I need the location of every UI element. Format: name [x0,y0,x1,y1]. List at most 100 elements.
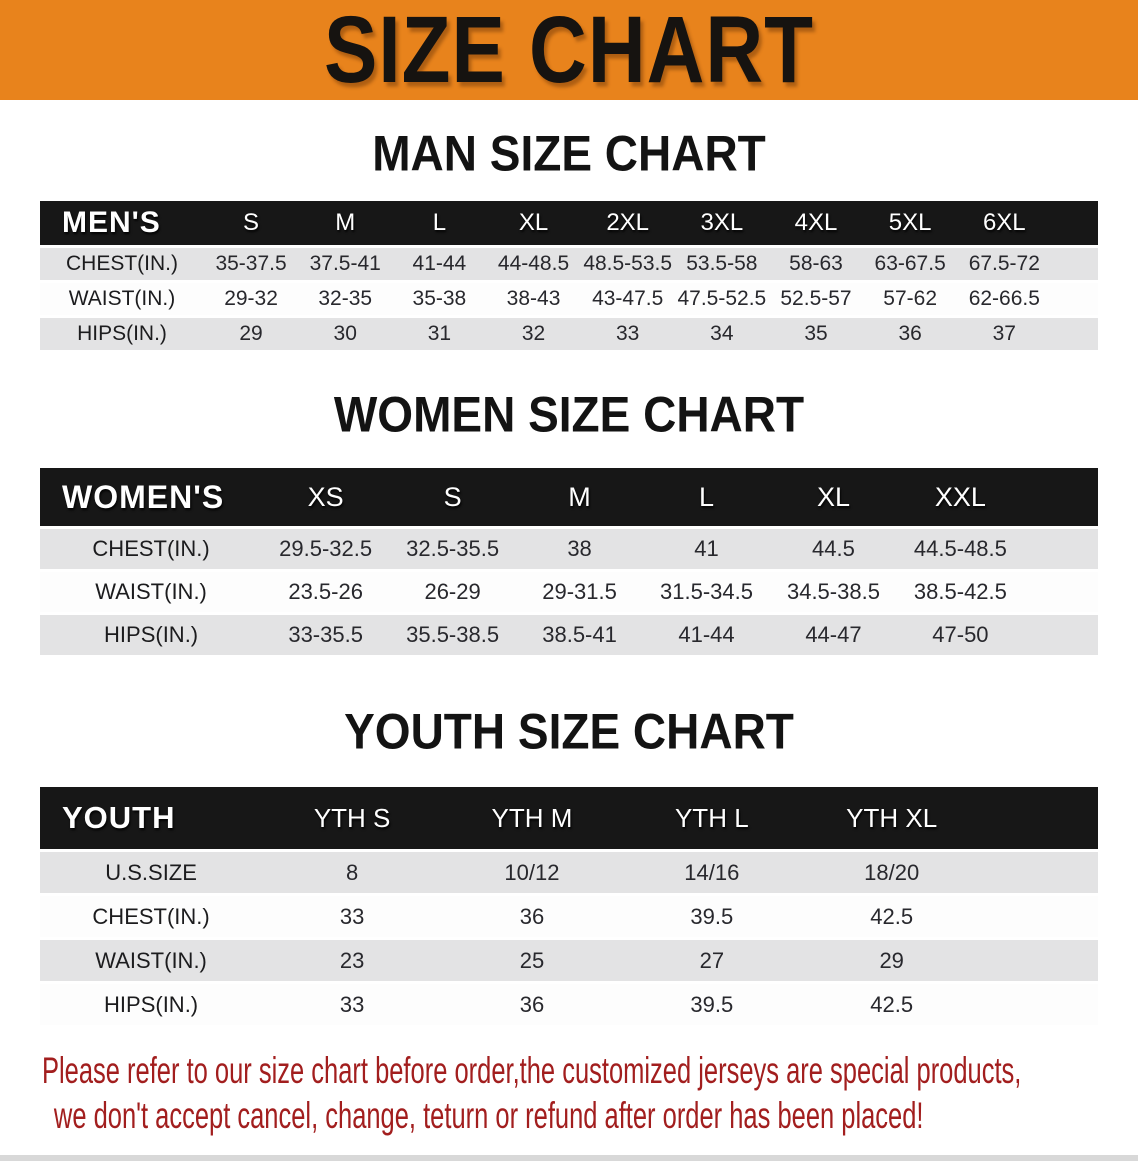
size-column-header: 6XL [957,201,1052,245]
measurement-value: 34 [674,318,769,350]
table-group-label: YOUTH [40,787,263,849]
measurement-value: 53.5-58 [674,248,769,280]
size-column-header: YTH M [442,787,622,849]
size-column-header: XXL [896,468,1024,526]
youth-size-section: YOUTH SIZE CHART YOUTH YTH S YTH M YTH L YTH… [0,703,1138,1028]
measurement-value: 58-63 [768,248,864,280]
measurement-value: 38-43 [486,283,581,315]
measurement-value: 44-48.5 [486,248,581,280]
measurement-value: 36 [442,984,622,1025]
measurement-value: 35.5-38.5 [389,615,517,655]
measurement-value: 26-29 [389,572,517,612]
bottom-edge-divider [0,1155,1138,1161]
size-column-header: YTH L [621,787,802,849]
measurement-value: 47.5-52.5 [674,283,769,315]
measurement-value: 37.5-41 [298,248,393,280]
size-column-header: 3XL [674,201,769,245]
size-column-header: 4XL [768,201,864,245]
measurement-value: 33-35.5 [262,615,390,655]
size-column-header: XS [262,468,390,526]
header-filler [981,787,1098,849]
size-chart-sections: MAN SIZE CHART MEN'S S M L XL 2XL 3XL 4XL 5XL 6XL… [0,124,1138,1028]
measurement-label: U.S.SIZE [40,852,263,893]
disclaimer-line-2: we don't accept cancel, change, teturn o… [53,1095,924,1136]
measurement-row: WAIST(IN.) 29-32 32-35 35-38 38-43 43-47.5 47.… [40,283,1098,315]
men-size-table: MEN'S S M L XL 2XL 3XL 4XL 5XL 6XL CHEST(IN.) 35-37… [40,198,1098,353]
measurement-value: 25 [442,940,622,981]
measurement-value: 33 [262,896,443,937]
measurement-value: 29 [203,318,299,350]
measurement-row: HIPS(IN.) 33 36 39.5 42.5 [40,984,1098,1025]
measurement-value: 31.5-34.5 [643,572,770,612]
measurement-value: 32.5-35.5 [389,529,517,569]
measurement-value: 44.5-48.5 [896,529,1024,569]
measurement-value: 44-47 [769,615,897,655]
size-column-header: M [516,468,644,526]
measurement-label: HIPS(IN.) [40,615,263,655]
measurement-value: 29-32 [203,283,299,315]
measurement-label: WAIST(IN.) [40,283,204,315]
women-size-section: WOMEN SIZE CHART WOMEN'S XS S M L XL XXL CHEST(… [0,385,1138,658]
measurement-value: 35 [768,318,864,350]
measurement-value: 43-47.5 [580,283,675,315]
measurement-label: HIPS(IN.) [40,318,204,350]
measurement-value: 47-50 [896,615,1024,655]
measurement-value: 23.5-26 [262,572,390,612]
measurement-row: U.S.SIZE 8 10/12 14/16 18/20 [40,852,1098,893]
measurement-value: 36 [442,896,622,937]
row-filler [981,984,1098,1025]
measurement-value: 44.5 [769,529,897,569]
size-column-header: S [389,468,517,526]
measurement-row: CHEST(IN.) 29.5-32.5 32.5-35.5 38 41 44.5 44.5… [40,529,1098,569]
header-filler [1051,201,1098,245]
women-section-heading: WOMEN SIZE CHART [333,385,805,443]
measurement-value: 36 [863,318,958,350]
measurement-label: WAIST(IN.) [40,572,263,612]
measurement-value: 23 [262,940,443,981]
measurement-value: 41-44 [392,248,487,280]
measurement-value: 41 [643,529,770,569]
measurement-label: CHEST(IN.) [40,529,263,569]
table-header-row: MEN'S S M L XL 2XL 3XL 4XL 5XL 6XL [40,201,1098,245]
measurement-value: 8 [262,852,443,893]
size-column-header: S [203,201,299,245]
table-header-row: WOMEN'S XS S M L XL XXL [40,468,1098,526]
size-column-header: XL [769,468,897,526]
size-column-header: YTH XL [801,787,982,849]
row-filler [1051,318,1098,350]
size-column-header: 2XL [580,201,675,245]
measurement-value: 27 [621,940,802,981]
measurement-label: CHEST(IN.) [40,896,263,937]
measurement-label: WAIST(IN.) [40,940,263,981]
measurement-value: 32-35 [298,283,393,315]
disclaimer-note: Please refer to our size chart before or… [0,1028,1138,1145]
measurement-value: 62-66.5 [957,283,1052,315]
table-group-label: MEN'S [40,201,204,245]
measurement-value: 33 [262,984,443,1025]
measurement-value: 29-31.5 [516,572,644,612]
men-section-heading: MAN SIZE CHART [372,124,766,182]
size-column-header: L [643,468,770,526]
measurement-value: 39.5 [621,896,802,937]
measurement-value: 52.5-57 [768,283,864,315]
measurement-row: WAIST(IN.) 23 25 27 29 [40,940,1098,981]
measurement-value: 37 [957,318,1052,350]
size-column-header: L [392,201,487,245]
measurement-row: HIPS(IN.) 33-35.5 35.5-38.5 38.5-41 41-44 44-… [40,615,1098,655]
measurement-value: 18/20 [801,852,982,893]
size-column-header: YTH S [262,787,443,849]
measurement-value: 30 [298,318,393,350]
table-header-row: YOUTH YTH S YTH M YTH L YTH XL [40,787,1098,849]
measurement-row: HIPS(IN.) 29 30 31 32 33 34 35 36 37 [40,318,1098,350]
measurement-value: 38.5-41 [516,615,644,655]
table-group-label: WOMEN'S [40,468,263,526]
row-filler [1023,615,1098,655]
measurement-value: 41-44 [643,615,770,655]
measurement-value: 35-37.5 [203,248,299,280]
measurement-value: 38.5-42.5 [896,572,1024,612]
measurement-row: CHEST(IN.) 33 36 39.5 42.5 [40,896,1098,937]
measurement-row: WAIST(IN.) 23.5-26 26-29 29-31.5 31.5-34.5 34… [40,572,1098,612]
row-filler [1023,529,1098,569]
size-column-header: M [298,201,393,245]
page-title: SIZE CHART [324,0,814,102]
